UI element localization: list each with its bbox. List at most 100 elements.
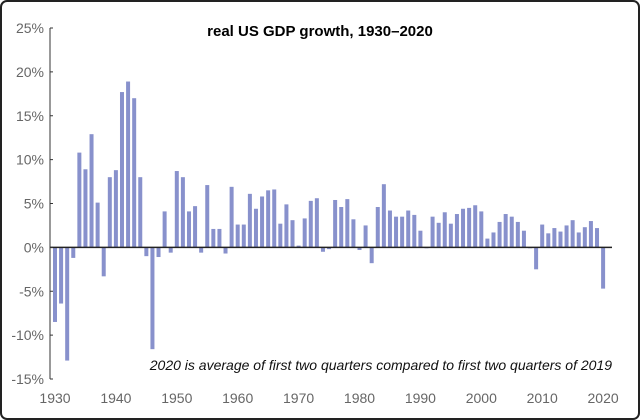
y-tick-label: -10% <box>11 327 44 343</box>
bar-2011 <box>546 233 551 248</box>
bar-1987 <box>400 216 405 248</box>
bar-1978 <box>345 199 350 248</box>
bar-1946 <box>150 247 155 350</box>
bar-1993 <box>436 222 441 248</box>
bar-1972 <box>308 200 313 248</box>
bar-1960 <box>235 224 240 248</box>
bar-2010 <box>540 224 545 248</box>
y-tick-label: -5% <box>19 283 44 299</box>
bar-1980 <box>357 247 362 251</box>
bar-1949 <box>168 247 173 253</box>
x-tick-label: 1960 <box>222 390 253 406</box>
x-tick-label: 1990 <box>405 390 436 406</box>
x-tick-label: 1930 <box>39 390 70 406</box>
bar-1957 <box>217 228 222 248</box>
bar-1965 <box>266 190 271 248</box>
bar-1985 <box>387 210 392 248</box>
bar-1932 <box>65 247 70 361</box>
bar-1956 <box>211 228 216 248</box>
bar-1976 <box>333 199 338 248</box>
x-tick-label: 2000 <box>466 390 497 406</box>
bar-1969 <box>290 220 295 248</box>
bar-2007 <box>521 230 526 248</box>
bar-1995 <box>448 223 453 248</box>
bar-1945 <box>144 247 149 257</box>
bar-1994 <box>442 212 447 248</box>
bar-2003 <box>497 221 502 248</box>
bar-1981 <box>363 225 368 248</box>
x-tick-label: 2010 <box>527 390 558 406</box>
bar-1979 <box>351 219 356 248</box>
x-tick-label: 2020 <box>588 390 619 406</box>
y-tick-label: 15% <box>16 108 44 124</box>
bar-1975 <box>327 247 332 250</box>
bar-2009 <box>534 247 539 270</box>
bar-1939 <box>107 177 112 248</box>
chart-title: real US GDP growth, 1930–2020 <box>207 23 433 40</box>
bar-1954 <box>199 247 204 253</box>
bar-1930 <box>53 247 57 322</box>
bar-1951 <box>180 177 185 248</box>
bar-1973 <box>314 198 319 248</box>
bar-1942 <box>126 81 131 248</box>
bar-1983 <box>375 207 380 248</box>
bar-2017 <box>582 227 587 248</box>
bar-1989 <box>412 214 417 248</box>
bar-1984 <box>381 184 386 248</box>
bar-2018 <box>588 221 593 248</box>
bar-1961 <box>241 224 246 248</box>
bar-1971 <box>302 218 307 248</box>
bar-1982 <box>369 247 374 264</box>
bar-2001 <box>485 238 490 248</box>
bar-2019 <box>595 228 600 248</box>
y-axis: 25% 20% 15% 10% 5% 0% -5% -10% -15% <box>11 20 53 387</box>
bar-1998 <box>467 207 472 248</box>
bar-2013 <box>558 231 563 248</box>
bar-1934 <box>77 152 82 248</box>
bar-1997 <box>461 208 466 248</box>
bar-1992 <box>430 216 435 248</box>
bar-2012 <box>552 228 557 248</box>
chart-annotation: 2020 is average of first two quarters co… <box>149 357 612 373</box>
bar-1941 <box>119 92 124 248</box>
bar-1988 <box>406 210 411 248</box>
bar-1948 <box>162 211 167 248</box>
bar-1938 <box>101 247 106 277</box>
y-tick-label: 20% <box>16 64 44 80</box>
bar-1970 <box>296 245 301 248</box>
bar-1974 <box>320 247 325 252</box>
x-tick-label: 1970 <box>283 390 314 406</box>
bar-1944 <box>138 177 143 248</box>
x-tick-label: 1950 <box>161 390 192 406</box>
bar-2015 <box>570 220 575 248</box>
bar-2014 <box>564 225 569 248</box>
bar-1962 <box>247 193 252 248</box>
y-tick-label: 10% <box>16 152 44 168</box>
bar-1958 <box>223 247 228 254</box>
x-tick-label: 1940 <box>100 390 131 406</box>
bar-1990 <box>418 230 423 248</box>
bar-1933 <box>71 247 76 258</box>
bar-1966 <box>272 189 277 248</box>
bar-1943 <box>132 98 137 248</box>
bars <box>50 81 612 361</box>
y-tick-label: 25% <box>16 20 44 36</box>
bar-1986 <box>394 216 399 248</box>
bar-1937 <box>95 202 100 248</box>
bar-1999 <box>473 205 478 248</box>
bar-1936 <box>89 134 94 248</box>
bar-2004 <box>503 214 508 248</box>
y-tick-label: 5% <box>24 196 44 212</box>
bar-1959 <box>229 186 234 248</box>
bar-1955 <box>205 185 210 248</box>
bar-1953 <box>193 206 198 248</box>
bar-1968 <box>284 204 289 248</box>
bar-1940 <box>113 170 118 248</box>
bar-2002 <box>491 232 496 248</box>
bar-2016 <box>576 232 581 248</box>
bar-1952 <box>186 211 191 248</box>
bar-1977 <box>339 207 344 248</box>
